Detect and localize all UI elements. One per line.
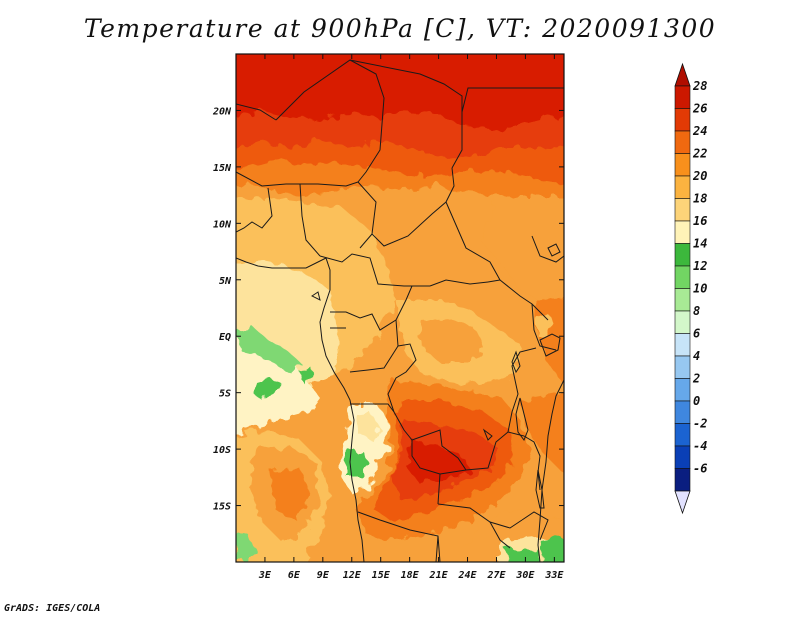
colorbar-label: -4 bbox=[693, 439, 707, 453]
x-tick-label: 12E bbox=[343, 570, 362, 581]
colorbar-swatch bbox=[674, 220, 691, 244]
colorbar-label: -6 bbox=[693, 462, 707, 476]
colorbar-label: 26 bbox=[692, 102, 707, 116]
field-band-18-angola bbox=[358, 414, 380, 440]
credit-label: GrADS: IGES/COLA bbox=[4, 603, 101, 614]
colorbar-label: 18 bbox=[693, 192, 707, 206]
colorbar-label: 6 bbox=[693, 327, 700, 341]
colorbar-swatch bbox=[674, 468, 691, 492]
colorbar-top-arrow bbox=[674, 62, 691, 87]
x-tick-label: 30E bbox=[515, 570, 535, 581]
field-band-14-atlantic-b bbox=[300, 366, 314, 384]
field-band-24-southwest bbox=[270, 468, 310, 520]
x-tick-label: 3E bbox=[258, 570, 272, 581]
colorbar-swatch bbox=[674, 175, 691, 199]
colorbar-swatch bbox=[674, 85, 691, 109]
y-axis: 20N 15N 10N 5N EQ 5S 10S 15S bbox=[212, 106, 564, 513]
y-tick-label: 10S bbox=[213, 445, 231, 456]
coastline bbox=[236, 257, 365, 562]
colorbar-swatch bbox=[674, 400, 691, 424]
colorbar-swatch bbox=[674, 243, 691, 267]
x-tick-label: 15E bbox=[372, 570, 391, 581]
x-tick-label: 18E bbox=[401, 570, 420, 581]
colorbar-label: -2 bbox=[693, 417, 707, 431]
y-tick-label: EQ bbox=[219, 332, 231, 343]
lake-kivu bbox=[511, 350, 521, 374]
colorbar-label: 16 bbox=[693, 214, 707, 228]
field-band-22-congo bbox=[420, 318, 486, 362]
colorbar-swatch bbox=[674, 378, 691, 402]
country-borders bbox=[236, 59, 564, 562]
colorbar-label: 0 bbox=[693, 394, 700, 408]
y-tick-label: 5N bbox=[219, 276, 232, 287]
map-title: Temperature at 900hPa [C], VT: 202009130… bbox=[83, 14, 717, 43]
y-tick-label: 20N bbox=[212, 106, 232, 117]
colorbar-swatch bbox=[674, 288, 691, 312]
x-tick-label: 9E bbox=[317, 570, 330, 581]
field-band-14-southeast bbox=[506, 548, 540, 562]
colorbar-label: 24 bbox=[692, 124, 707, 138]
lake-victoria bbox=[539, 333, 561, 357]
x-tick-label: 6E bbox=[288, 570, 301, 581]
field-band-12-southwest bbox=[236, 530, 256, 562]
colorbar-label: 2 bbox=[692, 372, 700, 386]
colorbar-label: 22 bbox=[692, 147, 707, 161]
field-band-14-angola bbox=[346, 448, 368, 476]
x-axis: 3E 6E 9E 12E 15E 18E 21E 24E 27E 30E 33E bbox=[258, 54, 564, 581]
y-tick-label: 15S bbox=[213, 502, 231, 513]
colorbar-label: 12 bbox=[693, 259, 707, 273]
colorbar-swatch bbox=[674, 108, 691, 132]
colorbar-label: 4 bbox=[693, 349, 700, 363]
colorbar-swatch bbox=[674, 445, 691, 469]
field-band-20-ethiopia bbox=[536, 314, 556, 340]
field-band-14-mozambique bbox=[540, 536, 564, 562]
field-band-28-south bbox=[406, 440, 470, 484]
field-band-28-north bbox=[236, 54, 564, 130]
x-tick-label: 21E bbox=[429, 570, 449, 581]
temperature-field bbox=[236, 54, 564, 562]
x-tick-label: 24E bbox=[457, 570, 477, 581]
y-tick-label: 10N bbox=[213, 219, 232, 230]
field-band-16-atlantic bbox=[236, 330, 320, 434]
colorbar-label: 28 bbox=[692, 79, 707, 93]
x-tick-label: 27E bbox=[486, 570, 506, 581]
colorbar-swatch bbox=[674, 423, 691, 447]
colorbar-label: 20 bbox=[692, 169, 707, 183]
colorbar-swatch bbox=[674, 198, 691, 222]
colorbar-swatch bbox=[674, 265, 691, 289]
colorbar-swatch bbox=[674, 130, 691, 154]
x-tick-label: 33E bbox=[544, 570, 564, 581]
colorbar-swatch bbox=[674, 333, 691, 357]
colorbar-label: 10 bbox=[693, 282, 707, 296]
colorbar-bottom-arrow bbox=[674, 490, 691, 515]
lake-malawi bbox=[535, 469, 545, 509]
y-tick-label: 5S bbox=[219, 389, 231, 400]
colorbar-swatch bbox=[674, 310, 691, 334]
lake-tanganyika bbox=[515, 397, 529, 442]
y-tick-label: 15N bbox=[213, 163, 232, 174]
map-frame bbox=[235, 53, 565, 563]
colorbar-label: 8 bbox=[693, 304, 700, 318]
field-band-24-tanzania bbox=[520, 392, 564, 472]
field-band-12-atlantic bbox=[236, 326, 300, 372]
field-band-14-atlantic-a bbox=[254, 378, 282, 400]
colorbar-swatch bbox=[674, 153, 691, 177]
colorbar-label: 14 bbox=[693, 237, 707, 251]
colorbar-swatch bbox=[674, 355, 691, 379]
east-coast bbox=[537, 379, 564, 562]
field-band-22-east bbox=[480, 196, 564, 300]
